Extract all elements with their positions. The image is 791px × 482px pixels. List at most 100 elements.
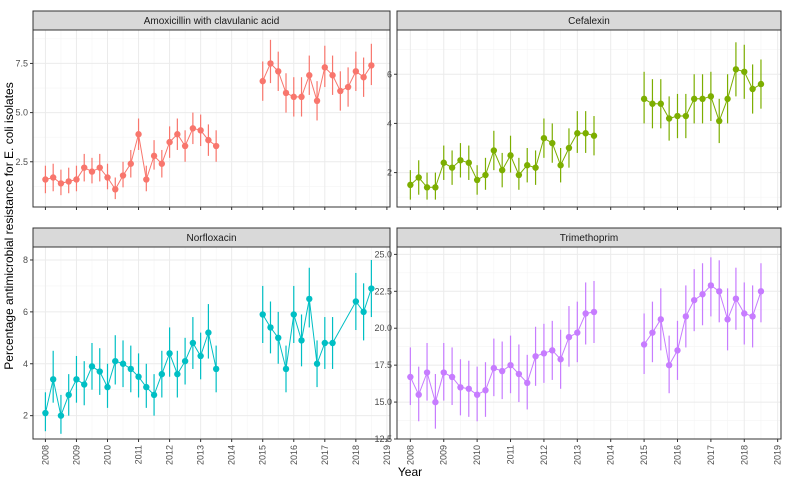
data-point xyxy=(282,89,290,97)
data-point xyxy=(582,310,589,317)
data-point xyxy=(682,112,690,120)
panel-background xyxy=(397,30,781,207)
data-point xyxy=(267,324,274,331)
data-point xyxy=(657,316,664,323)
x-tick-label: 2013 xyxy=(196,445,206,465)
data-point xyxy=(321,64,329,71)
y-tick-label: 2.5 xyxy=(15,157,28,167)
data-point xyxy=(749,85,756,93)
data-point xyxy=(189,339,197,347)
data-point xyxy=(42,409,49,417)
data-point xyxy=(490,147,498,154)
data-point xyxy=(96,368,103,375)
facet-title: Cefalexin xyxy=(568,16,610,27)
x-tick-label: 2018 xyxy=(739,445,749,465)
data-point xyxy=(465,159,472,166)
x-tick-label: 2011 xyxy=(134,445,144,464)
x-tick-label: 2016 xyxy=(672,445,682,465)
data-point xyxy=(181,357,189,365)
data-point xyxy=(440,369,447,376)
y-tick-label: 17.5 xyxy=(374,360,392,370)
data-point xyxy=(741,310,748,317)
data-point xyxy=(732,295,740,302)
facet-title: Trimethoprim xyxy=(560,233,619,244)
x-tick-label: 2012 xyxy=(165,445,175,465)
data-point xyxy=(482,387,489,394)
data-point xyxy=(690,95,698,103)
y-tick-label: 4 xyxy=(23,359,28,369)
data-point xyxy=(189,125,197,132)
data-point xyxy=(498,367,506,375)
data-point xyxy=(473,176,481,184)
data-point xyxy=(515,370,523,378)
x-tick-label: 2014 xyxy=(227,445,237,465)
data-point xyxy=(267,60,274,67)
x-tick-label: 2012 xyxy=(539,445,549,465)
data-point xyxy=(344,83,352,91)
data-point xyxy=(457,157,464,164)
data-point xyxy=(757,288,765,295)
data-point xyxy=(690,296,698,304)
data-point xyxy=(290,93,297,101)
data-point xyxy=(532,353,539,360)
data-point xyxy=(448,373,456,381)
data-point xyxy=(313,360,321,367)
data-point xyxy=(352,68,360,75)
data-point xyxy=(432,398,439,406)
facet-panel: Cefalexin 2 4 6 xyxy=(387,10,782,210)
facet-panel: Norfloxacin 2 4 6 8 2008 2009 2010 2011 2012 2013 2… xyxy=(23,227,392,465)
data-point xyxy=(150,391,158,399)
panel-background xyxy=(397,247,781,439)
data-point xyxy=(440,159,447,166)
y-tick-label: 4 xyxy=(387,118,392,128)
data-point xyxy=(49,376,57,383)
x-tick-label: 2017 xyxy=(320,445,330,465)
data-point xyxy=(665,361,673,369)
data-point xyxy=(112,357,119,365)
data-point xyxy=(313,97,321,105)
y-tick-label: 6 xyxy=(387,69,392,79)
data-point xyxy=(298,337,305,344)
data-point xyxy=(540,134,548,142)
data-point xyxy=(49,174,57,181)
data-point xyxy=(306,295,313,303)
data-point xyxy=(81,164,88,171)
data-point xyxy=(724,95,731,103)
data-point xyxy=(665,115,673,122)
x-tick-label: 2017 xyxy=(706,445,716,465)
data-point xyxy=(352,298,360,305)
data-point xyxy=(197,127,204,134)
facet-title: Amoxicillin with clavulanic acid xyxy=(144,16,280,27)
data-point xyxy=(150,152,158,160)
data-point xyxy=(473,391,481,398)
y-tick-label: 7.5 xyxy=(15,58,28,68)
data-point xyxy=(557,356,564,363)
facet-title: Norfloxacin xyxy=(186,233,236,244)
y-tick-label: 6 xyxy=(23,307,28,317)
data-point xyxy=(757,80,765,88)
data-point xyxy=(197,352,204,360)
data-point xyxy=(135,131,142,138)
data-point xyxy=(682,313,690,320)
y-tick-label: 12.5 xyxy=(374,434,392,444)
data-point xyxy=(174,370,181,378)
x-tick-label: 2015 xyxy=(258,445,268,465)
x-tick-label: 2015 xyxy=(639,445,649,465)
data-point xyxy=(423,184,431,191)
data-point xyxy=(582,130,589,137)
data-point xyxy=(707,282,715,289)
data-point xyxy=(465,385,472,392)
data-point xyxy=(741,68,748,75)
data-point xyxy=(540,350,548,357)
data-point xyxy=(707,93,715,100)
data-point xyxy=(565,144,573,152)
panel-border xyxy=(396,246,782,440)
data-point xyxy=(306,72,313,79)
panel-border xyxy=(32,29,391,208)
data-point xyxy=(290,311,297,318)
y-tick-label: 20.0 xyxy=(374,323,392,333)
data-point xyxy=(135,373,142,380)
x-axis-title: Year xyxy=(398,465,422,479)
x-tick-label: 2014 xyxy=(606,445,616,465)
data-point xyxy=(448,164,456,171)
